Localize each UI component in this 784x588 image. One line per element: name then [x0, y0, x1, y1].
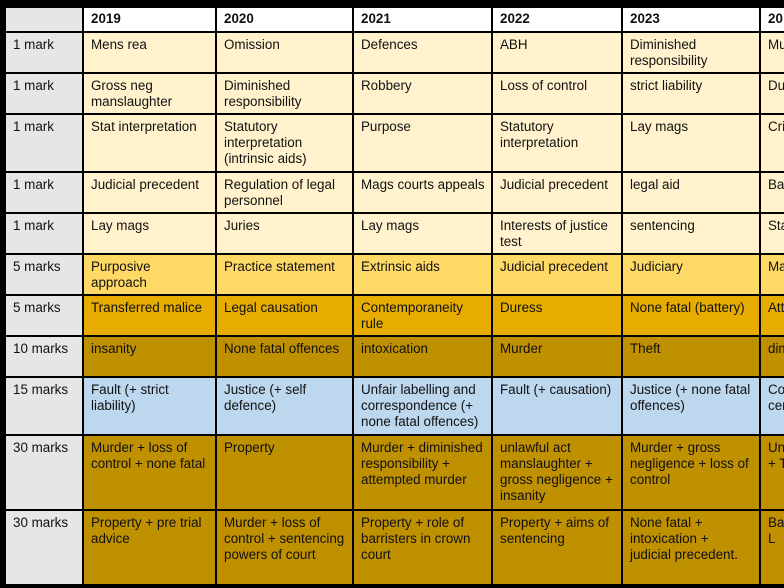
year-header-2024-partial: 20 — [759, 6, 784, 33]
topic-cell: Lay mags — [82, 212, 217, 255]
topic-cell: Gross neg manslaughter — [82, 72, 217, 115]
topic-cell: Juries — [215, 212, 354, 255]
topic-cell: Murder + loss of control + none fatal — [82, 434, 217, 511]
topic-cell: Lay mags — [621, 113, 761, 173]
table-row: 5 marks Purposive approach Practice statem… — [4, 253, 784, 296]
table-row: 10 marks insanity None fatal offences intox… — [4, 335, 784, 378]
topic-cell: Mens rea — [82, 31, 217, 74]
table-row: 1 mark Gross neg manslaughter Diminished r… — [4, 72, 784, 115]
topic-cell: Lay mags — [352, 212, 493, 255]
topic-cell: Judiciary — [621, 253, 761, 296]
topic-cell: Un ma + T + I — [759, 434, 784, 511]
topic-cell: Interests of justice test — [491, 212, 623, 255]
topic-cell: Practice statement — [215, 253, 354, 296]
header-corner-cell — [4, 6, 84, 33]
topic-cell: Du — [759, 72, 784, 115]
topic-cell: Purposive approach — [82, 253, 217, 296]
topic-cell: Theft — [621, 335, 761, 378]
topic-cell: Fault (+ strict liability) — [82, 376, 217, 436]
topic-cell: dim res — [759, 335, 784, 378]
topic-cell: intoxication — [352, 335, 493, 378]
topic-cell: sentencing — [621, 212, 761, 255]
topic-cell: Regulation of legal personnel — [215, 171, 354, 214]
marks-label-cell: 1 mark — [4, 212, 84, 255]
table-row: 15 marks Fault (+ strict liability) Justic… — [4, 376, 784, 436]
marks-label-cell: 10 marks — [4, 335, 84, 378]
topic-cell: Diminished responsibility — [621, 31, 761, 74]
year-header-2020: 2020 — [215, 6, 354, 33]
topic-cell: Cri — [759, 113, 784, 173]
marks-label-cell: 30 marks — [4, 509, 84, 586]
exam-topics-table-container: 2019 2020 2021 2022 2023 20 1 mark Mens r… — [4, 6, 784, 588]
table-row: 30 marks Murder + loss of control + none … — [4, 434, 784, 511]
marks-label-cell: 1 mark — [4, 171, 84, 214]
marks-label-cell: 1 mark — [4, 31, 84, 74]
topic-cell: Att — [759, 294, 784, 337]
topic-cell: Fault (+ causation) — [491, 376, 623, 436]
topic-cell: Loss of control — [491, 72, 623, 115]
topic-cell: Judicial precedent — [491, 253, 623, 296]
year-header-2022: 2022 — [491, 6, 623, 33]
topic-cell: Unfair labelling and correspondence (+ n… — [352, 376, 493, 436]
topic-cell: Murder — [491, 335, 623, 378]
table-row: 1 mark Stat interpretation Statutory inter… — [4, 113, 784, 173]
topic-cell: Property — [215, 434, 354, 511]
marks-label-cell: 15 marks — [4, 376, 84, 436]
topic-cell: None fatal + intoxication + judicial pre… — [621, 509, 761, 586]
topic-cell: Property + aims of sentencing — [491, 509, 623, 586]
table-row: 1 mark Mens rea Omission Defences ABH Diminis… — [4, 31, 784, 74]
year-header-2019: 2019 — [82, 6, 217, 33]
topic-cell: Robbery — [352, 72, 493, 115]
marks-label-cell: 1 mark — [4, 113, 84, 173]
table-row: 1 mark Lay mags Juries Lay mags Interests of… — [4, 212, 784, 255]
topic-cell: strict liability — [621, 72, 761, 115]
year-header-2023: 2023 — [621, 6, 761, 33]
topic-cell: Defences — [352, 31, 493, 74]
topic-cell: Stat interpretation — [82, 113, 217, 173]
topic-cell: Statutory interpretation (intrinsic aids… — [215, 113, 354, 173]
topic-cell: Diminished responsibility — [215, 72, 354, 115]
topic-cell: Justice (+ none fatal offences) — [621, 376, 761, 436]
topic-cell: ABH — [491, 31, 623, 74]
topic-cell: Property + role of barristers in crown c… — [352, 509, 493, 586]
topic-cell: Contemporaneity rule — [352, 294, 493, 337]
topic-cell: Mags courts appeals — [352, 171, 493, 214]
topic-cell: None fatal offences — [215, 335, 354, 378]
topic-cell: None fatal (battery) — [621, 294, 761, 337]
topic-cell: unlawful act manslaughter + gross neglig… — [491, 434, 623, 511]
marks-label-cell: 5 marks — [4, 253, 84, 296]
table-row: 5 marks Transferred malice Legal causation… — [4, 294, 784, 337]
exam-topics-table: 2019 2020 2021 2022 2023 20 1 mark Mens r… — [4, 6, 784, 586]
topic-cell: Property + pre trial advice — [82, 509, 217, 586]
marks-label-cell: 30 marks — [4, 434, 84, 511]
year-header-2021: 2021 — [352, 6, 493, 33]
table-row: 30 marks Property + pre trial advice Murde… — [4, 509, 784, 586]
topic-cell: Ba de + L — [759, 509, 784, 586]
topic-cell: Statutory interpretation — [491, 113, 623, 173]
topic-cell: Murder + gross negligence + loss of cont… — [621, 434, 761, 511]
topic-cell: Judicial precedent — [82, 171, 217, 214]
topic-cell: Purpose — [352, 113, 493, 173]
topic-cell: Judicial precedent — [491, 171, 623, 214]
topic-cell: Ba — [759, 171, 784, 214]
topic-cell: Murder + diminished responsibility + att… — [352, 434, 493, 511]
topic-cell: Justice (+ self defence) — [215, 376, 354, 436]
topic-cell: legal aid — [621, 171, 761, 214]
topic-cell: Sta inte — [759, 212, 784, 255]
topic-cell: Transferred malice — [82, 294, 217, 337]
topic-cell: Co and cer — [759, 376, 784, 436]
topic-cell: Mu — [759, 31, 784, 74]
topic-cell: Legal causation — [215, 294, 354, 337]
topic-cell: Murder + loss of control + sentencing po… — [215, 509, 354, 586]
marks-label-cell: 5 marks — [4, 294, 84, 337]
marks-label-cell: 1 mark — [4, 72, 84, 115]
topic-cell: Ma — [759, 253, 784, 296]
header-row: 2019 2020 2021 2022 2023 20 — [4, 6, 784, 33]
topic-cell: Duress — [491, 294, 623, 337]
topic-cell: insanity — [82, 335, 217, 378]
topic-cell: Extrinsic aids — [352, 253, 493, 296]
topic-cell: Omission — [215, 31, 354, 74]
table-row: 1 mark Judicial precedent Regulation of le… — [4, 171, 784, 214]
